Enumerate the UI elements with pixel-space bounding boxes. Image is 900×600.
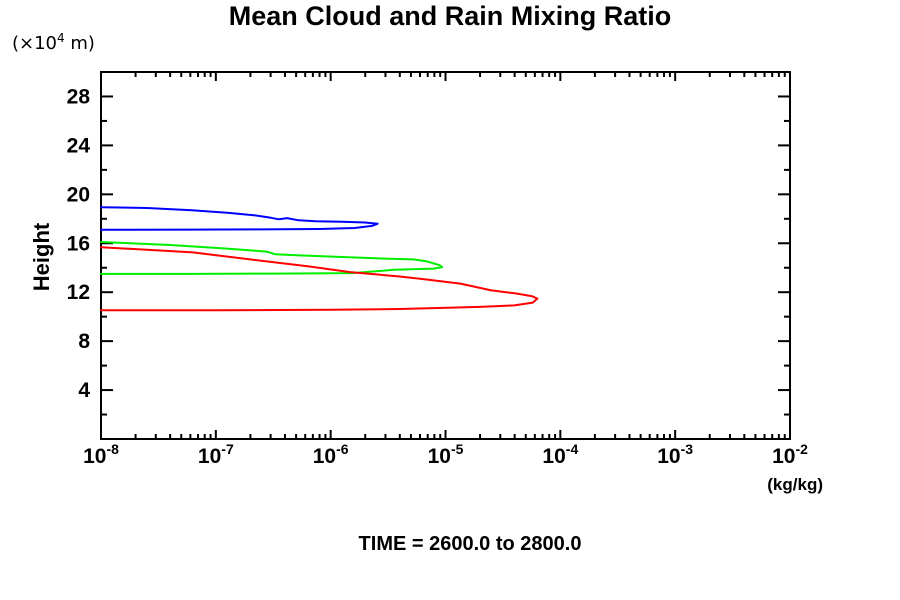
chart-title: Mean Cloud and Rain Mixing Ratio	[228, 1, 672, 31]
x-tick-label: 10-8	[83, 441, 119, 468]
x-axis-unit-label: (kg/kg)	[767, 475, 823, 494]
series-red-profile	[100, 246, 539, 312]
x-tick-label: 10-2	[772, 441, 808, 468]
series-green-profile	[100, 241, 444, 275]
y-tick-label: 28	[67, 85, 91, 108]
x-tick-label: 10-4	[542, 441, 578, 468]
y-tick-label: 12	[67, 281, 90, 304]
y-tick-label: 24	[67, 134, 91, 157]
y-axis-unit-exponent: 4	[57, 31, 65, 45]
y-tick-label: 20	[67, 183, 90, 206]
y-tick-label: 8	[78, 330, 90, 353]
x-tick-label: 10-7	[198, 441, 234, 468]
y-axis-unit-post: m)	[64, 33, 95, 54]
x-tick-label: 10-5	[428, 441, 464, 468]
time-caption: TIME = 2600.0 to 2800.0	[358, 533, 582, 555]
x-tick-label: 10-6	[313, 441, 349, 468]
y-axis-unit-label: (×104 m)	[12, 31, 95, 54]
y-axis-unit-pre: (×10	[12, 33, 58, 54]
y-tick-label: 16	[67, 232, 90, 255]
y-tick-label: 4	[78, 379, 90, 402]
x-tick-label: 10-3	[657, 441, 693, 468]
series-blue-profile	[100, 206, 379, 231]
plot-frame	[100, 71, 791, 440]
